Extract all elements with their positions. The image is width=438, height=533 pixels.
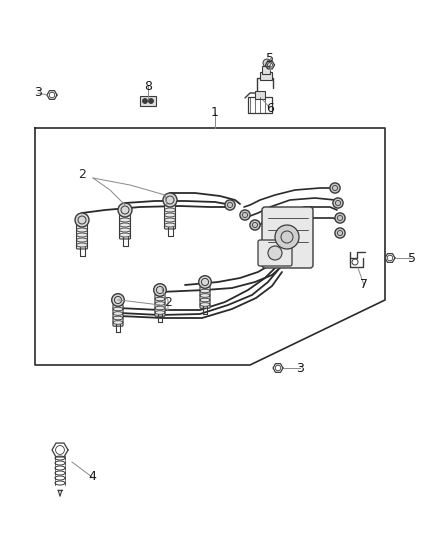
Circle shape xyxy=(268,246,282,260)
FancyBboxPatch shape xyxy=(262,207,313,268)
Text: 6: 6 xyxy=(266,101,274,115)
Circle shape xyxy=(75,213,89,227)
Circle shape xyxy=(250,220,260,230)
FancyBboxPatch shape xyxy=(120,215,131,239)
FancyBboxPatch shape xyxy=(77,225,88,249)
Circle shape xyxy=(199,276,211,288)
Text: 3: 3 xyxy=(34,86,42,100)
Circle shape xyxy=(335,228,345,238)
Circle shape xyxy=(335,213,345,223)
FancyBboxPatch shape xyxy=(258,240,292,266)
Circle shape xyxy=(142,99,148,103)
Text: 4: 4 xyxy=(88,471,96,483)
Circle shape xyxy=(333,198,343,208)
Circle shape xyxy=(330,183,340,193)
Circle shape xyxy=(225,200,235,210)
Text: 1: 1 xyxy=(211,107,219,119)
Circle shape xyxy=(118,203,132,217)
Text: 5: 5 xyxy=(408,252,416,264)
Text: 5: 5 xyxy=(266,52,274,64)
Circle shape xyxy=(275,225,299,249)
Circle shape xyxy=(154,284,166,296)
Text: 7: 7 xyxy=(360,279,368,292)
FancyBboxPatch shape xyxy=(200,286,210,308)
Circle shape xyxy=(240,210,250,220)
Text: 2: 2 xyxy=(78,168,86,182)
Circle shape xyxy=(148,99,153,103)
Bar xyxy=(255,91,265,99)
Bar xyxy=(260,72,272,80)
Circle shape xyxy=(263,59,271,67)
FancyBboxPatch shape xyxy=(113,304,123,326)
FancyBboxPatch shape xyxy=(155,294,165,316)
FancyBboxPatch shape xyxy=(165,205,176,229)
Circle shape xyxy=(112,294,124,306)
Text: 8: 8 xyxy=(144,79,152,93)
Circle shape xyxy=(163,193,177,207)
Text: 3: 3 xyxy=(296,361,304,375)
Bar xyxy=(140,96,156,106)
Text: 2: 2 xyxy=(164,296,172,310)
Bar xyxy=(262,66,270,74)
